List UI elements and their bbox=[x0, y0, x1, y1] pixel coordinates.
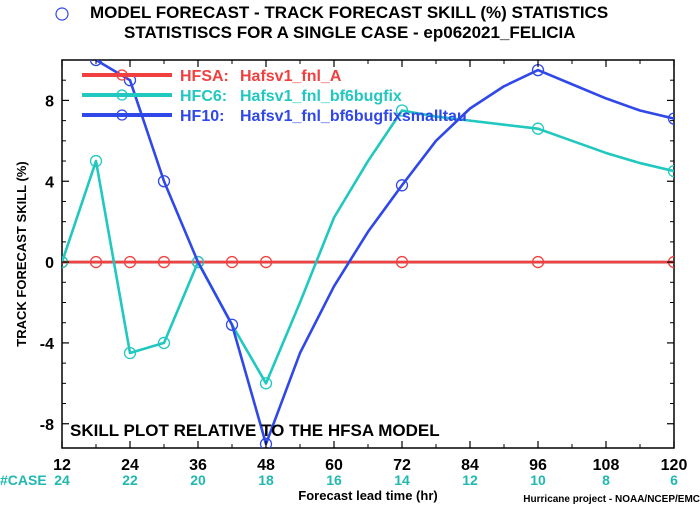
x-tick-label: 72 bbox=[393, 457, 411, 474]
series-point-2 bbox=[395, 104, 409, 117]
y-tick-label: -8 bbox=[40, 417, 54, 434]
series-point-3 bbox=[89, 60, 103, 67]
legend-desc-1: Hafsv1_fnl_A bbox=[240, 68, 342, 85]
y-tick-label: 0 bbox=[45, 255, 54, 272]
legend-marker-1 bbox=[116, 69, 128, 81]
series-point-2 bbox=[531, 122, 545, 135]
series-point-2 bbox=[191, 255, 205, 269]
series-point-1 bbox=[225, 255, 239, 269]
chart-title-line1: MODEL FORECAST - TRACK FORECAST SKILL (%… bbox=[90, 3, 608, 22]
case-count-label: #CASE bbox=[0, 472, 47, 488]
x-tick-label: 120 bbox=[661, 457, 688, 474]
series-point-2 bbox=[157, 336, 171, 350]
series-point-3 bbox=[667, 112, 674, 125]
x-tick-label: 36 bbox=[189, 457, 207, 474]
legend-desc-3: Hafsv1_fnl_bf6bugfixsmalltau bbox=[240, 108, 467, 125]
y-tick-label: 4 bbox=[45, 174, 54, 191]
legend-marker-3 bbox=[116, 109, 128, 121]
case-count-value: 24 bbox=[54, 472, 70, 488]
x-tick-label: 108 bbox=[593, 457, 620, 474]
case-count-value: 20 bbox=[190, 472, 206, 488]
case-count-value: 12 bbox=[462, 472, 478, 488]
legend-name-3: HF10: bbox=[180, 108, 224, 125]
series-point-1 bbox=[157, 255, 171, 269]
x-tick-label: 84 bbox=[461, 457, 479, 474]
y-tick-label: 8 bbox=[45, 93, 54, 110]
skill-annotation: SKILL PLOT RELATIVE TO THE HFSA MODEL bbox=[70, 421, 440, 440]
chart-title-line2: STATISTISCS FOR A SINGLE CASE - ep062021… bbox=[124, 23, 576, 42]
series-line-3 bbox=[95, 60, 674, 446]
case-count-value: 18 bbox=[258, 472, 274, 488]
series-point-1 bbox=[395, 255, 409, 269]
series-point-3 bbox=[259, 437, 273, 448]
case-count-value: 14 bbox=[394, 472, 410, 488]
x-tick-label: 96 bbox=[529, 457, 547, 474]
case-count-value: 8 bbox=[602, 472, 610, 488]
series-point-2 bbox=[123, 346, 137, 360]
series-point-1 bbox=[89, 255, 103, 269]
x-tick-label: 60 bbox=[325, 457, 343, 474]
series-point-1 bbox=[123, 255, 137, 269]
plot-frame bbox=[61, 59, 675, 449]
credit-text: Hurricane project - NOAA/NCEP/EMC bbox=[523, 494, 700, 505]
legend-marker-2 bbox=[116, 89, 128, 101]
series-point-1 bbox=[259, 255, 273, 269]
legend-name-2: HFC6: bbox=[180, 88, 227, 105]
legend-desc-2: Hafsv1_fnl_bf6bugfix bbox=[240, 88, 402, 105]
legend: HFSA: Hafsv1_fnl_A HFC6: Hafsv1_fnl_bf6bugf… bbox=[82, 68, 467, 125]
series-line-2 bbox=[62, 109, 674, 385]
series-point-2 bbox=[89, 154, 103, 168]
title-circle-icon bbox=[55, 7, 69, 21]
x-tick-label: 12 bbox=[53, 457, 71, 474]
series-point-2 bbox=[667, 164, 674, 178]
case-count-value: 10 bbox=[530, 472, 546, 488]
case-count-value: 6 bbox=[670, 472, 678, 488]
y-axis-label: TRACK FORECAST SKILL (%) bbox=[14, 161, 29, 346]
series-point-2 bbox=[259, 377, 273, 390]
x-tick-label: 24 bbox=[121, 457, 139, 474]
x-axis-label: Forecast lead time (hr) bbox=[298, 488, 437, 503]
y-tick-label: -4 bbox=[40, 336, 54, 353]
case-count-value: 16 bbox=[326, 472, 342, 488]
series-point-1 bbox=[531, 255, 545, 269]
x-tick-label: 48 bbox=[257, 457, 275, 474]
series-point-3 bbox=[225, 318, 239, 331]
legend-name-1: HFSA: bbox=[180, 68, 229, 85]
series-point-3 bbox=[157, 175, 171, 188]
case-count-value: 22 bbox=[122, 472, 138, 488]
series-point-3 bbox=[395, 179, 409, 192]
